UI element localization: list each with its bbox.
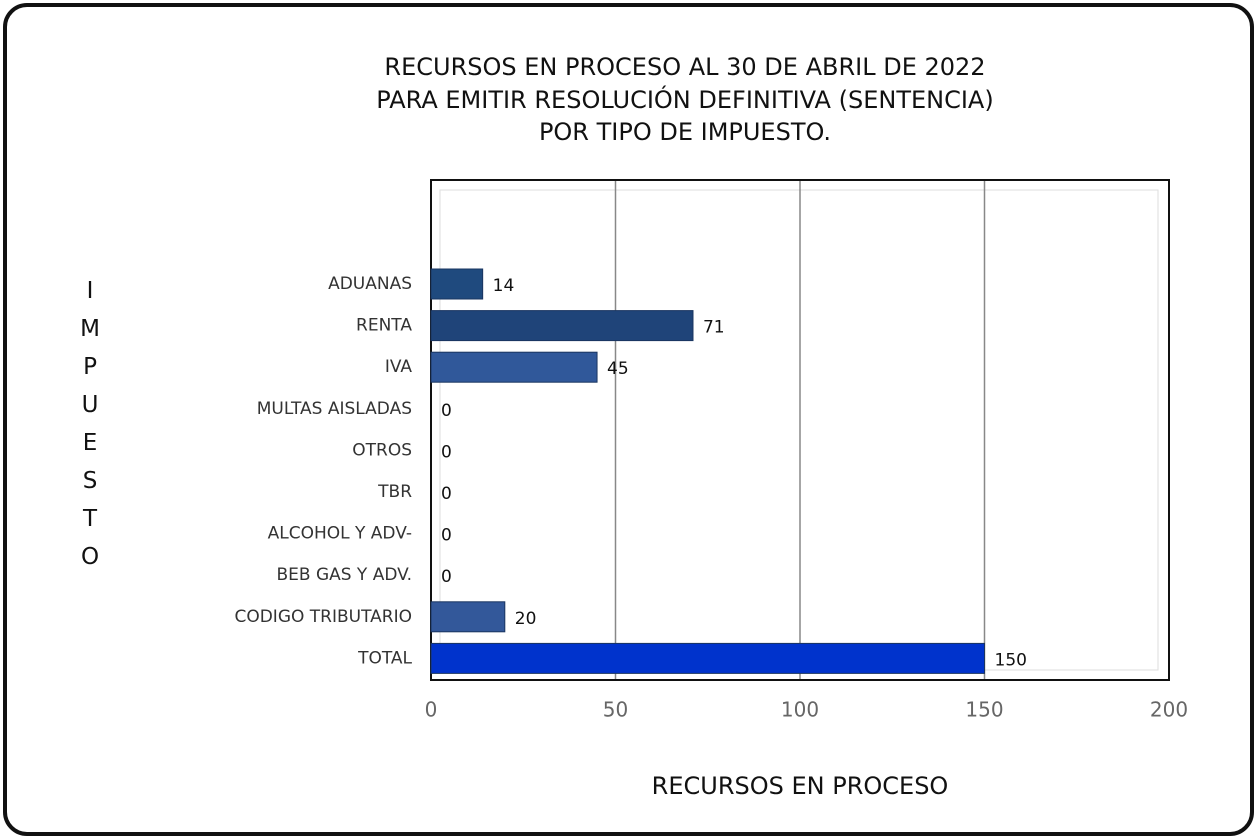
y-axis-title: IMPUESTO [80, 278, 100, 570]
y-tick-label: ADUANAS [328, 274, 412, 294]
x-tick-label: 200 [1150, 698, 1188, 722]
frame [3, 3, 1254, 836]
y-tick-label: MULTAS AISLADAS [257, 399, 412, 419]
bar [430, 351, 598, 383]
data-label: 45 [607, 359, 629, 379]
plot-border [430, 179, 1170, 681]
y-tick-label: TBR [377, 482, 412, 502]
data-label: 0 [441, 401, 452, 421]
chart-title: POR TIPO DE IMPUESTO. [539, 118, 831, 146]
y-tick-label: BEB GAS Y ADV. [276, 565, 412, 585]
x-tick-label: 0 [425, 698, 438, 722]
data-label: 14 [493, 276, 515, 296]
y-tick-label: CODIGO TRIBUTARIO [234, 607, 412, 627]
y-tick-label: IVA [385, 357, 413, 377]
data-label: 0 [441, 484, 452, 504]
data-label: 0 [441, 442, 452, 462]
x-tick-label: 50 [603, 698, 628, 722]
y-tick-label: TOTAL [357, 648, 412, 668]
x-tick-label: 150 [965, 698, 1003, 722]
y-tick-label: OTROS [352, 440, 412, 460]
data-label: 150 [995, 650, 1027, 670]
data-label: 71 [703, 318, 725, 338]
bar [430, 601, 506, 633]
x-tick-label: 100 [781, 698, 819, 722]
y-tick-label: ALCOHOL Y ADV- [268, 524, 412, 544]
chart-title: PARA EMITIR RESOLUCIÓN DEFINITIVA (SENTE… [376, 84, 993, 114]
y-tick-label: RENTA [356, 316, 412, 336]
x-axis-title: RECURSOS EN PROCESO [652, 772, 949, 800]
bar [430, 310, 694, 342]
data-label: 20 [515, 609, 537, 629]
bar [430, 268, 484, 300]
data-label: 0 [441, 526, 452, 546]
chart-title: RECURSOS EN PROCESO AL 30 DE ABRIL DE 20… [384, 53, 985, 81]
data-label: 0 [441, 567, 452, 587]
bar [430, 642, 985, 674]
